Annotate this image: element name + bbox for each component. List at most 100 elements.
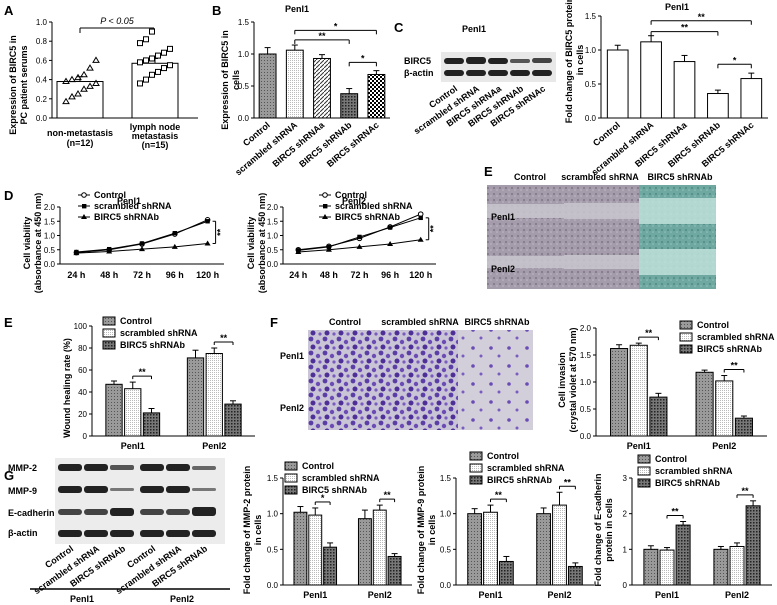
panel-d2-title: PenI2 <box>342 196 366 206</box>
panel-c-ylabel-2: in cells <box>575 45 585 76</box>
legend-label: scrambled shRNA <box>697 332 775 342</box>
sig-marker: ** <box>384 490 392 500</box>
panel-g2-y-tick-label: 1.0 <box>440 510 452 519</box>
legend-label: scrambled shRNA <box>302 473 380 483</box>
panel-g2-ylabel-1: Fold change of MMP-9 protein <box>416 466 426 595</box>
panel-g2-bar <box>567 565 583 586</box>
sig-marker: ** <box>731 361 739 371</box>
panel-f-x-label: PenI1 <box>627 441 651 451</box>
panel-a-sig-bracket <box>79 27 155 33</box>
panel-g1-x-label: PenI1 <box>303 590 327 600</box>
panel-g1-y-tick-label: 0.0 <box>267 581 279 590</box>
blot-g-label-ecad: E-cadherin <box>8 508 55 518</box>
sig-marker: * <box>321 493 325 503</box>
panel-g3-y-tick-label: 3 <box>623 474 628 483</box>
panel-g1-bar <box>293 511 308 586</box>
panel-a-sig-text: P < 0.05 <box>100 16 134 26</box>
panel-e-col-control: Control <box>514 172 546 182</box>
sig-marker: ** <box>672 507 680 517</box>
panel-g3-x-label: PenI1 <box>655 590 679 600</box>
legend-swatch <box>284 485 298 495</box>
panel-e-wound-images <box>487 185 716 289</box>
legend-swatch <box>637 478 651 488</box>
panel-c-x-label: Control <box>591 120 622 148</box>
panel-label-d: D <box>4 188 13 203</box>
panel-f-row-peni2: PenI2 <box>280 403 304 413</box>
panel-g3-x-label: PenI2 <box>725 590 749 600</box>
legend-swatch <box>102 340 116 350</box>
legend-swatch <box>679 332 693 342</box>
panel-g2-bar <box>552 504 567 586</box>
panel-g3-bar <box>713 548 729 586</box>
line-point <box>325 246 332 252</box>
line-point <box>387 241 394 247</box>
line-point <box>356 243 363 249</box>
legend-label: Control <box>655 454 687 464</box>
line-point <box>295 249 302 255</box>
legend-label: BIRC5 shRNAb <box>487 475 553 485</box>
panel-g3-y-tick-label: 1 <box>623 545 628 554</box>
legend-marker <box>81 192 87 198</box>
panel-d1-y-tick-label: 1.0 <box>44 232 56 241</box>
panel-g1-ylabel-2: in cells <box>253 515 263 546</box>
panel-a-point <box>86 82 94 89</box>
legend-swatch <box>102 316 116 326</box>
panel-f-bar <box>629 344 648 437</box>
legend-swatch <box>679 344 693 354</box>
panel-c-ylabel-1: Fold change of BIRC5 protein <box>564 0 574 123</box>
panel-f-invasion-images <box>308 330 533 430</box>
legend-label: Control <box>94 190 126 200</box>
legend-label: Control <box>697 320 729 330</box>
sig-marker: ** <box>139 367 147 377</box>
line-point <box>357 234 362 240</box>
panel-e-col-knockdown: BIRC5 shRNAb <box>647 172 713 182</box>
panel-e-bar <box>224 403 242 437</box>
panel-label-b: B <box>212 3 221 18</box>
panel-a-point <box>68 92 76 100</box>
panel-e-bar <box>105 383 123 437</box>
sig-marker: ** <box>698 12 706 22</box>
legend-label: BIRC5 shRNAb <box>302 485 368 495</box>
blot-g-label-mmp2: MMP-2 <box>8 463 37 473</box>
panel-g2-y-tick-label: 1.5 <box>440 474 452 483</box>
panel-d2-x-label: 72 h <box>350 270 368 280</box>
panel-label-f: F <box>270 315 278 330</box>
panel-c-bar <box>640 41 662 119</box>
panel-d2-x-label: 120 h <box>409 270 432 280</box>
legend-swatch <box>637 454 651 464</box>
panel-f-y-tick-label: 2.0 <box>580 324 592 333</box>
legend-swatch <box>469 463 483 473</box>
panel-b-ylabel-2: cells <box>231 70 241 90</box>
legend-label: BIRC5 shRNAb <box>94 212 160 222</box>
panel-c-y-tick-label: 1.0 <box>585 46 597 55</box>
panel-d2-x-label: 48 h <box>320 270 338 280</box>
line-point <box>73 250 80 256</box>
blot-c-label-actin: β-actin <box>404 68 434 78</box>
legend-label: scrambled shRNA <box>120 328 198 338</box>
panel-g2-y-tick-label: 0.0 <box>440 581 452 590</box>
line-point <box>417 236 424 242</box>
legend-swatch <box>284 473 298 483</box>
legend-swatch <box>637 466 651 476</box>
panel-g2-bar <box>483 511 498 586</box>
panel-f-row-peni1: PenI1 <box>280 351 304 361</box>
panel-g1-ylabel-1: Fold change of MMP-2 protein <box>242 466 252 595</box>
panel-a-point <box>86 64 94 71</box>
panel-d1-x-label: 72 h <box>133 270 151 280</box>
panel-b-y-tick-label: 0.0 <box>238 114 250 123</box>
panel-a-y-tick-label: 1.0 <box>36 18 48 27</box>
panel-a-y-tick-label: 0.4 <box>36 76 48 85</box>
panel-f-y-tick-label: 1.5 <box>580 351 592 360</box>
sig-marker: * <box>361 53 365 63</box>
panel-a-group-2-line2: metastasis <box>132 131 179 141</box>
legend-swatch <box>102 328 116 338</box>
sig-marker: * <box>334 21 338 31</box>
line-point <box>205 219 210 224</box>
legend-marker <box>82 204 87 209</box>
panel-g-western-blot: MMP-2 MMP-9 E-cadherin β-actin <box>8 458 225 544</box>
panel-b-y-tick-label: 0.5 <box>238 82 250 91</box>
legend-label: BIRC5 shRNAb <box>335 212 401 222</box>
panel-g3-ylabel-2: protein in cells <box>604 498 614 562</box>
panel-a-point <box>155 52 161 59</box>
